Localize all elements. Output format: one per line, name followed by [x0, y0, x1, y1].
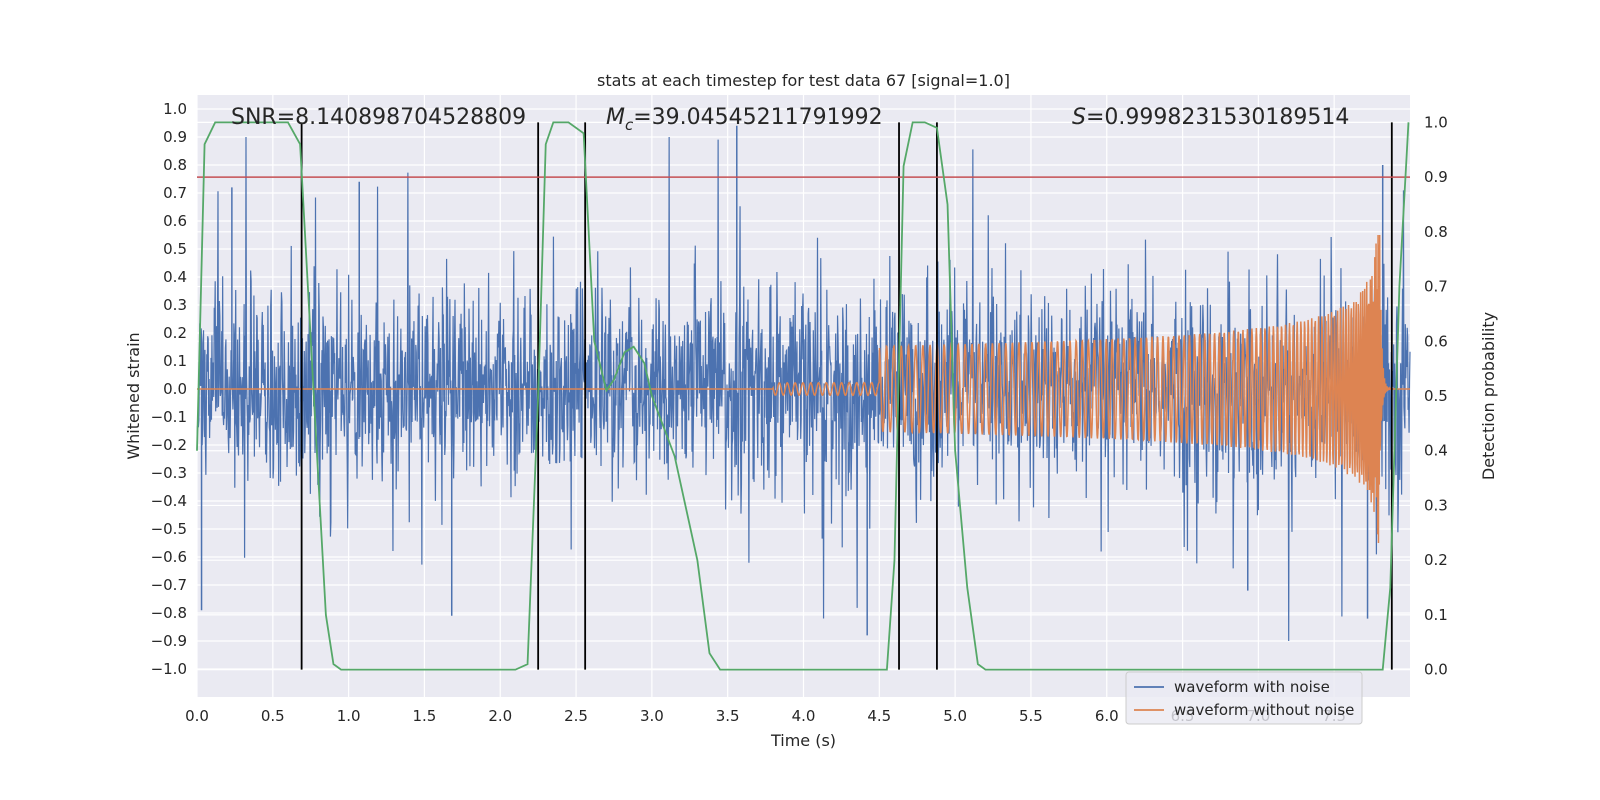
- annotation-s-value: =0.9998231530189514: [1086, 105, 1349, 130]
- x-tick-label: 0.5: [261, 707, 285, 725]
- detection-probability-line: [196, 121, 1410, 671]
- series-waveform-without-noise: [196, 234, 1410, 543]
- x-tick-label: 2.5: [564, 707, 588, 725]
- x-tick-label: 0.0: [185, 707, 209, 725]
- x-axis-label: Time (s): [770, 731, 836, 750]
- y-left-tick-label: −0.8: [151, 604, 187, 622]
- x-tick-label: 3.5: [716, 707, 740, 725]
- x-tick-label: 5.5: [1019, 707, 1043, 725]
- x-tick-label: 3.0: [640, 707, 664, 725]
- y-right-tick-label: 0.9: [1424, 168, 1448, 186]
- x-tick-label: 1.0: [337, 707, 361, 725]
- y-left-tick-label: −0.9: [151, 632, 187, 650]
- y-left-tick-label: −0.6: [151, 548, 187, 566]
- y-right-axis-ticks: 1.0 0.9 0.8 0.7 0.6 0.5 0.4 0.3 0.2 0.1 0.0: [1424, 113, 1448, 678]
- y-left-tick-label: −0.7: [151, 576, 187, 594]
- y-right-tick-label: 0.2: [1424, 551, 1448, 569]
- y-left-tick-label: 0.0: [163, 380, 187, 398]
- y-right-tick-label: 0.7: [1424, 278, 1448, 296]
- y-left-tick-label: −0.2: [151, 436, 187, 454]
- y-left-axis-ticks: 1.0 0.9 0.8 0.7 0.6 0.5 0.4 0.3 0.2 0.1 0.0 −0.1 −0.…: [151, 100, 187, 678]
- y-right-tick-label: 0.5: [1424, 387, 1448, 405]
- y-right-tick-label: 0.0: [1424, 661, 1448, 679]
- y-left-tick-label: 0.1: [163, 352, 187, 370]
- series-detection-probability: [196, 121, 1410, 671]
- y-left-tick-label: 1.0: [163, 100, 187, 118]
- y-right-tick-label: 0.4: [1424, 442, 1448, 460]
- legend-label-noise: waveform with noise: [1174, 678, 1330, 696]
- legend-box: [1125, 671, 1363, 725]
- y-left-tick-label: 0.9: [163, 128, 187, 146]
- annotation-chirp-mass: Mc=39.04545211791992: [606, 105, 883, 134]
- y-right-tick-label: 0.8: [1424, 223, 1448, 241]
- y-right-tick-label: 0.3: [1424, 496, 1448, 514]
- y-left-tick-label: −0.3: [151, 464, 187, 482]
- annotation-chirp-mass-value: =39.04545211791992: [633, 105, 882, 130]
- y-right-tick-label: 1.0: [1424, 113, 1448, 131]
- y-left-tick-label: 0.8: [163, 156, 187, 174]
- x-tick-label: 4.0: [792, 707, 816, 725]
- x-tick-label: 5.0: [943, 707, 967, 725]
- chart-title: stats at each timestep for test data 67 …: [597, 71, 1010, 90]
- y-left-tick-label: −0.5: [151, 520, 187, 538]
- x-tick-label: 4.5: [867, 707, 891, 725]
- x-tick-label: 6.0: [1095, 707, 1119, 725]
- y-left-tick-label: 0.6: [163, 212, 187, 230]
- x-tick-label: 1.5: [413, 707, 437, 725]
- y-right-tick-label: 0.6: [1424, 332, 1448, 350]
- y-left-tick-label: 0.3: [163, 296, 187, 314]
- y-left-tick-label: −0.4: [151, 492, 187, 510]
- y-right-tick-label: 0.1: [1424, 606, 1448, 624]
- y-left-tick-label: 0.7: [163, 184, 187, 202]
- y-left-tick-label: 0.5: [163, 240, 187, 258]
- legend: waveform with noise waveform without noi…: [1125, 671, 1363, 725]
- x-tick-label: 2.0: [488, 707, 512, 725]
- y-left-tick-label: −0.1: [151, 408, 187, 426]
- annotation-snr: SNR=8.140898704528809: [231, 105, 526, 130]
- waveform-without-noise-line: [196, 234, 1410, 543]
- y-right-axis-label: Detection probability: [1479, 312, 1498, 480]
- annotation-s: S=0.9998231530189514: [1072, 105, 1349, 130]
- y-left-tick-label: 0.4: [163, 268, 187, 286]
- y-left-axis-label: Whitened strain: [124, 332, 143, 459]
- waveform-with-noise-line: [196, 136, 1411, 642]
- y-left-tick-label: −1.0: [151, 660, 187, 678]
- legend-label-clean: waveform without noise: [1174, 701, 1354, 719]
- y-left-tick-label: 0.2: [163, 324, 187, 342]
